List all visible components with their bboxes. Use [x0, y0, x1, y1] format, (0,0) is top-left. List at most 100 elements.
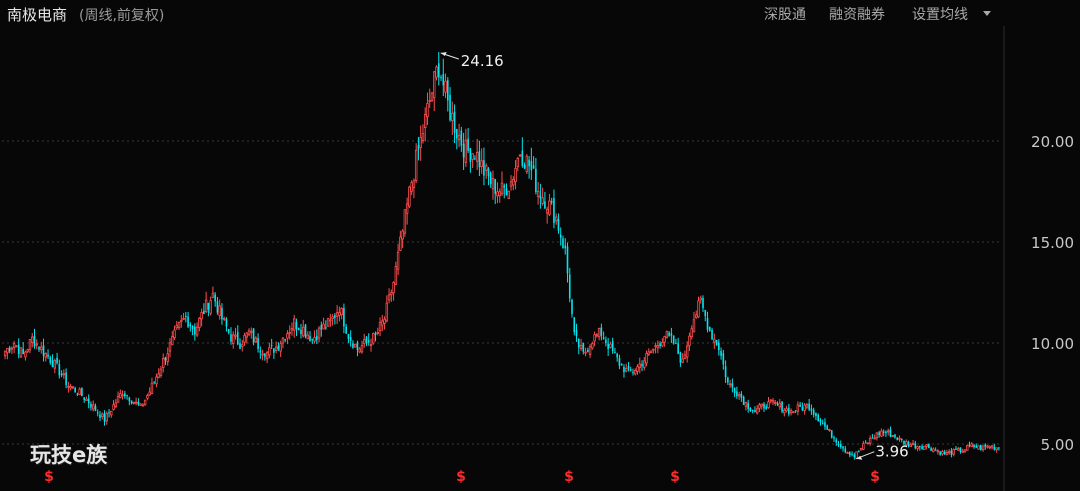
- candle-down[interactable]: [453, 111, 456, 133]
- candle-down[interactable]: [349, 336, 352, 341]
- candle-down[interactable]: [315, 336, 318, 341]
- candle-down[interactable]: [221, 307, 223, 320]
- candle-down[interactable]: [582, 342, 585, 352]
- candle-down[interactable]: [842, 446, 844, 449]
- candle-down[interactable]: [487, 168, 490, 177]
- candle-down[interactable]: [900, 439, 903, 441]
- candle-down[interactable]: [781, 401, 783, 412]
- candle-up[interactable]: [898, 437, 901, 440]
- candle-down[interactable]: [706, 318, 709, 330]
- candle-down[interactable]: [521, 150, 524, 166]
- candle-up[interactable]: [525, 155, 529, 173]
- candle-up[interactable]: [977, 445, 980, 450]
- candle-up[interactable]: [516, 158, 520, 168]
- candle-up[interactable]: [541, 197, 544, 204]
- candle-up[interactable]: [909, 444, 913, 447]
- candle-up[interactable]: [769, 399, 772, 402]
- candle-down[interactable]: [225, 319, 228, 327]
- candle-up[interactable]: [785, 408, 788, 412]
- candle-down[interactable]: [939, 451, 941, 455]
- candle-down[interactable]: [815, 412, 817, 417]
- candle-up[interactable]: [234, 334, 237, 337]
- candle-down[interactable]: [194, 326, 196, 335]
- candle-down[interactable]: [677, 343, 679, 354]
- candle-down[interactable]: [587, 349, 589, 352]
- candle-up[interactable]: [970, 443, 973, 448]
- candle-down[interactable]: [51, 360, 54, 368]
- candle-down[interactable]: [853, 454, 856, 458]
- candle-up[interactable]: [168, 342, 172, 352]
- candle-down[interactable]: [975, 445, 978, 448]
- candle-up[interactable]: [340, 308, 343, 316]
- candle-down[interactable]: [754, 409, 756, 413]
- candle-up[interactable]: [423, 114, 427, 129]
- candle-up[interactable]: [150, 382, 154, 395]
- candle-down[interactable]: [87, 398, 90, 404]
- candle-down[interactable]: [577, 338, 580, 348]
- candle-up[interactable]: [12, 343, 16, 348]
- candle-down[interactable]: [367, 340, 370, 343]
- candle-down[interactable]: [557, 218, 560, 231]
- candle-up[interactable]: [554, 216, 558, 222]
- candle-down[interactable]: [214, 294, 216, 302]
- candle-down[interactable]: [808, 403, 810, 410]
- candle-up[interactable]: [507, 190, 510, 199]
- candle-down[interactable]: [49, 357, 52, 363]
- candle-up[interactable]: [444, 80, 447, 93]
- candle-down[interactable]: [623, 366, 625, 373]
- candle-up[interactable]: [514, 168, 517, 183]
- candle-down[interactable]: [641, 363, 643, 367]
- candle-up[interactable]: [548, 200, 551, 215]
- candle-up[interactable]: [322, 323, 325, 330]
- candle-down[interactable]: [130, 400, 133, 404]
- candle-down[interactable]: [826, 425, 829, 430]
- candle-up[interactable]: [774, 402, 777, 404]
- candle-down[interactable]: [483, 160, 485, 176]
- candle-down[interactable]: [571, 299, 573, 314]
- candle-up[interactable]: [690, 328, 693, 338]
- candle-down[interactable]: [794, 410, 797, 412]
- candle-up[interactable]: [198, 317, 201, 328]
- candle-down[interactable]: [930, 448, 932, 451]
- candle-down[interactable]: [564, 245, 567, 249]
- candle-up[interactable]: [195, 326, 199, 336]
- candle-up[interactable]: [649, 351, 653, 354]
- candle-up[interactable]: [579, 344, 583, 349]
- candle-up[interactable]: [274, 346, 278, 351]
- candle-up[interactable]: [250, 330, 253, 333]
- candle-down[interactable]: [96, 412, 99, 414]
- candle-up[interactable]: [110, 410, 113, 416]
- candle-up[interactable]: [891, 435, 894, 438]
- candle-down[interactable]: [437, 63, 440, 78]
- candle-up[interactable]: [880, 430, 883, 437]
- candle-down[interactable]: [284, 339, 286, 341]
- candle-up[interactable]: [767, 401, 770, 409]
- candle-down[interactable]: [668, 332, 670, 336]
- candle-up[interactable]: [947, 451, 951, 454]
- candle-up[interactable]: [243, 334, 246, 343]
- candle-down[interactable]: [94, 405, 97, 411]
- candle-up[interactable]: [471, 153, 474, 160]
- candle-up[interactable]: [484, 165, 488, 171]
- candle-up[interactable]: [268, 347, 271, 356]
- candle-up[interactable]: [105, 412, 108, 422]
- candle-down[interactable]: [469, 148, 472, 163]
- candle-up[interactable]: [638, 363, 641, 368]
- candle-up[interactable]: [116, 395, 120, 403]
- candle-down[interactable]: [914, 443, 917, 449]
- candle-up[interactable]: [363, 339, 366, 345]
- candle-up[interactable]: [957, 448, 960, 451]
- candle-up[interactable]: [121, 394, 124, 397]
- candle-up[interactable]: [932, 448, 935, 453]
- candle-down[interactable]: [553, 198, 555, 224]
- candle-down[interactable]: [907, 441, 910, 447]
- candle-up[interactable]: [803, 404, 806, 411]
- candle-down[interactable]: [297, 328, 300, 331]
- candle-up[interactable]: [457, 134, 461, 140]
- candle-up[interactable]: [695, 314, 698, 319]
- candle-down[interactable]: [300, 329, 302, 334]
- dividend-marker-icon[interactable]: $: [870, 469, 880, 485]
- candle-up[interactable]: [19, 347, 23, 358]
- candle-up[interactable]: [886, 430, 890, 433]
- candle-up[interactable]: [141, 404, 145, 407]
